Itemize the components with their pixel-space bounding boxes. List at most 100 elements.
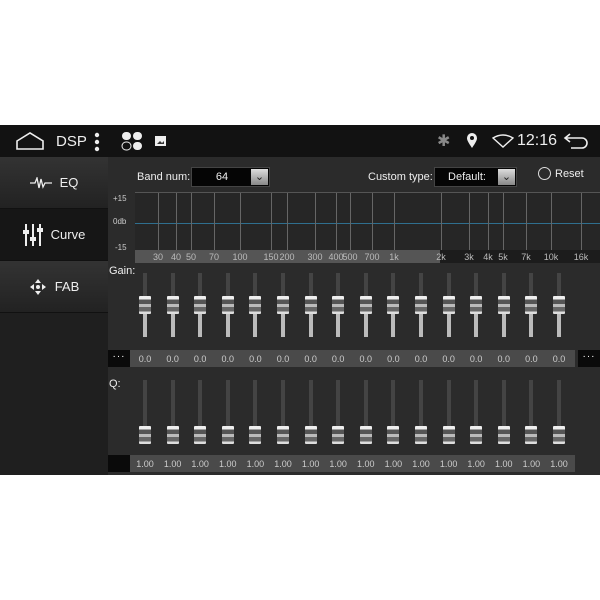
q-value: 1.00 — [522, 459, 541, 469]
x-tick-label: 500 — [342, 252, 358, 262]
sidebar-item-curve[interactable]: Curve — [0, 209, 108, 261]
chevron-down-icon: ⌄ — [251, 169, 268, 185]
q-slider-handle[interactable] — [387, 426, 400, 444]
wifi-icon — [492, 134, 514, 148]
q-slider-9[interactable] — [363, 380, 368, 444]
y-label: +15 — [113, 194, 127, 203]
sidebar-item-eq[interactable]: EQ — [0, 157, 108, 209]
y-label: 0db — [113, 217, 127, 226]
x-tick-label: 16k — [573, 252, 589, 262]
location-icon — [467, 133, 477, 148]
q-slider-4[interactable] — [225, 380, 230, 444]
q-slider-handle[interactable] — [332, 426, 345, 444]
x-tick-label: 700 — [364, 252, 380, 262]
q-slider-handle[interactable] — [277, 426, 289, 444]
q-slider-10[interactable] — [391, 380, 396, 444]
q-value: 1.00 — [163, 459, 182, 469]
gain-value: 0.0 — [497, 354, 511, 364]
q-slider-handle[interactable] — [442, 426, 455, 444]
q-slider-handle[interactable] — [139, 426, 151, 444]
custom-type-select[interactable]: Default: ⌄ — [434, 167, 517, 187]
gain-slider-handle[interactable] — [387, 296, 400, 314]
grid-line — [503, 193, 504, 250]
q-value: 1.00 — [467, 459, 485, 469]
reset-button[interactable]: Reset — [538, 167, 584, 180]
q-slider-14[interactable] — [501, 380, 506, 444]
q-slider-handle[interactable] — [166, 426, 179, 444]
grid-line — [315, 193, 316, 250]
q-slider-handle[interactable] — [249, 426, 262, 444]
gain-slider-handle[interactable] — [470, 296, 483, 314]
q-slider-6[interactable] — [281, 380, 285, 444]
more-vert-icon[interactable] — [94, 132, 100, 152]
q-slider-15[interactable] — [529, 380, 534, 444]
band-num-select[interactable]: 64 ⌄ — [191, 167, 270, 187]
apps-icon[interactable] — [121, 131, 143, 151]
q-slider-handle[interactable] — [194, 426, 207, 444]
gain-slider-handle[interactable] — [277, 296, 289, 314]
gain-value: 0.0 — [166, 354, 179, 364]
reset-label: Reset — [555, 167, 584, 180]
image-icon[interactable] — [155, 136, 166, 146]
sidebar-item-label: Curve — [50, 227, 86, 242]
gain-slider-handle[interactable] — [415, 296, 427, 314]
gain-slider-handle[interactable] — [525, 296, 538, 314]
q-slider-8[interactable] — [336, 380, 341, 444]
q-slider-3[interactable] — [198, 380, 203, 444]
x-tick-label: 300 — [307, 252, 323, 262]
clock: 12:16 — [517, 132, 558, 149]
gain-slider-handle[interactable] — [249, 296, 262, 314]
sidebar-item-label: EQ — [59, 175, 79, 190]
q-label: Q: — [109, 378, 121, 390]
grid-line — [526, 193, 527, 250]
gain-slider-handle[interactable] — [139, 296, 151, 314]
q-slider-11[interactable] — [419, 380, 423, 444]
q-slider-handle[interactable] — [221, 426, 234, 444]
grid-line — [287, 193, 288, 250]
grid-line — [191, 193, 192, 250]
gain-slider-handle[interactable] — [166, 296, 179, 314]
gain-slider-handle[interactable] — [497, 296, 510, 314]
q-slider-handle[interactable] — [553, 426, 565, 444]
home-icon[interactable] — [15, 131, 45, 151]
gain-slider-handle[interactable] — [359, 296, 372, 314]
eq-curve-graph: 30 40 50 70 100 150 200 300 400 500 700 1k 2k 3k 4k 5k 7… — [135, 192, 600, 263]
q-slider-handle[interactable] — [497, 426, 510, 444]
q-slider-1[interactable] — [143, 380, 147, 444]
gain-value: 0.0 — [387, 354, 400, 364]
q-slider-handle[interactable] — [470, 426, 483, 444]
q-slider-7[interactable] — [308, 380, 313, 444]
radio-icon — [538, 167, 551, 180]
q-slider-2[interactable] — [170, 380, 175, 444]
gain-value: 0.0 — [442, 354, 455, 364]
more-right-button[interactable]: ··· — [578, 350, 600, 367]
q-value: 1.00 — [357, 459, 375, 469]
q-value: 1.00 — [329, 459, 347, 469]
x-tick-label: 3k — [464, 252, 474, 262]
q-slider-handle[interactable] — [525, 426, 538, 444]
gain-slider-handle[interactable] — [221, 296, 234, 314]
q-slider-13[interactable] — [474, 380, 479, 444]
q-slider-handle[interactable] — [359, 426, 372, 444]
gain-slider-handle[interactable] — [442, 296, 455, 314]
app-title: DSP — [56, 133, 87, 150]
gain-slider-handle[interactable] — [332, 296, 345, 314]
band-num-value: 64 — [215, 171, 229, 183]
q-slider-handle[interactable] — [304, 426, 317, 444]
y-label: -15 — [115, 243, 127, 252]
x-tick-label: 150 — [263, 252, 279, 262]
gain-slider-handle[interactable] — [304, 296, 317, 314]
sidebar: EQ Curve FAB — [0, 157, 108, 475]
gain-value: 0.0 — [193, 354, 207, 364]
gain-slider-handle[interactable] — [194, 296, 207, 314]
q-slider-12[interactable] — [446, 380, 451, 444]
grid-line — [469, 193, 470, 250]
more-left-button[interactable]: ··· — [108, 350, 130, 367]
gain-slider-handle[interactable] — [553, 296, 565, 314]
sidebar-item-fab[interactable]: FAB — [0, 261, 108, 313]
q-slider-16[interactable] — [557, 380, 561, 444]
grid-line — [551, 193, 552, 250]
q-slider-handle[interactable] — [415, 426, 427, 444]
back-icon[interactable] — [563, 132, 589, 150]
q-slider-5[interactable] — [253, 380, 258, 444]
